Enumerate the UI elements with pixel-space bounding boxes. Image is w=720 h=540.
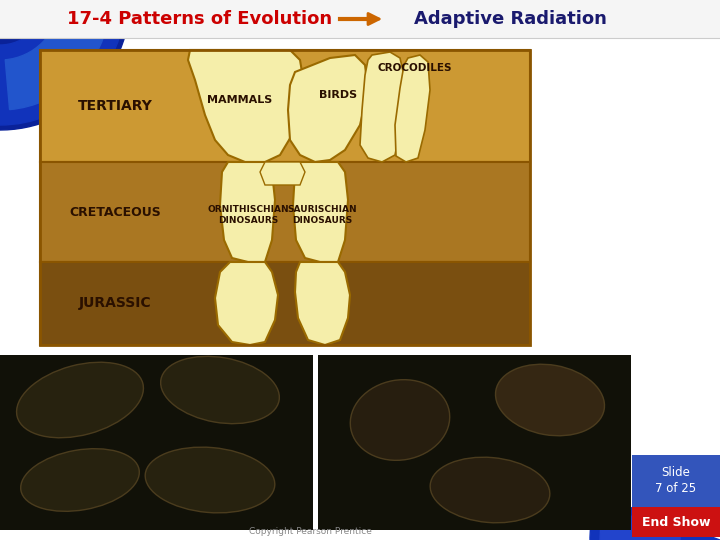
- Polygon shape: [215, 262, 278, 345]
- Polygon shape: [293, 162, 348, 262]
- Wedge shape: [590, 496, 720, 540]
- Text: End Show: End Show: [642, 516, 710, 529]
- Text: Slide
7 of 25: Slide 7 of 25: [655, 467, 696, 496]
- Text: BIRDS: BIRDS: [319, 90, 357, 100]
- Text: TERTIARY: TERTIARY: [78, 99, 153, 113]
- Wedge shape: [0, 0, 125, 125]
- Ellipse shape: [430, 457, 550, 523]
- Wedge shape: [0, 0, 130, 130]
- Text: CRETACEOUS: CRETACEOUS: [69, 206, 161, 219]
- Polygon shape: [295, 262, 350, 345]
- Text: CROCODILES: CROCODILES: [378, 63, 452, 73]
- Ellipse shape: [21, 449, 139, 511]
- Ellipse shape: [495, 364, 605, 436]
- Text: MAMMALS: MAMMALS: [207, 95, 273, 105]
- Wedge shape: [600, 509, 716, 540]
- Bar: [632, 455, 720, 507]
- Ellipse shape: [350, 380, 450, 460]
- Text: ORNITHISCHIAN
DINOSAURS: ORNITHISCHIAN DINOSAURS: [207, 205, 289, 225]
- Ellipse shape: [17, 362, 143, 438]
- Text: Copyright Pearson Prentice: Copyright Pearson Prentice: [248, 528, 372, 537]
- Bar: [40, 162, 530, 262]
- Bar: [40, 50, 530, 162]
- Polygon shape: [260, 162, 305, 185]
- Bar: [632, 507, 720, 537]
- Polygon shape: [395, 55, 430, 162]
- Bar: [0, 355, 313, 530]
- Bar: [318, 355, 631, 530]
- Text: SAURISCHIAN
DINOSAURS: SAURISCHIAN DINOSAURS: [287, 205, 357, 225]
- Bar: [40, 50, 530, 345]
- Text: JURASSIC: JURASSIC: [78, 296, 151, 310]
- Polygon shape: [288, 55, 368, 162]
- Bar: [0, 0, 720, 38]
- Bar: [40, 262, 530, 345]
- Text: 17-4 Patterns of Evolution: 17-4 Patterns of Evolution: [68, 10, 333, 28]
- Text: Adaptive Radiation: Adaptive Radiation: [413, 10, 606, 28]
- Polygon shape: [188, 50, 305, 162]
- Polygon shape: [360, 52, 405, 162]
- Ellipse shape: [161, 356, 279, 424]
- Wedge shape: [5, 5, 109, 110]
- Ellipse shape: [145, 447, 275, 513]
- Polygon shape: [220, 162, 275, 262]
